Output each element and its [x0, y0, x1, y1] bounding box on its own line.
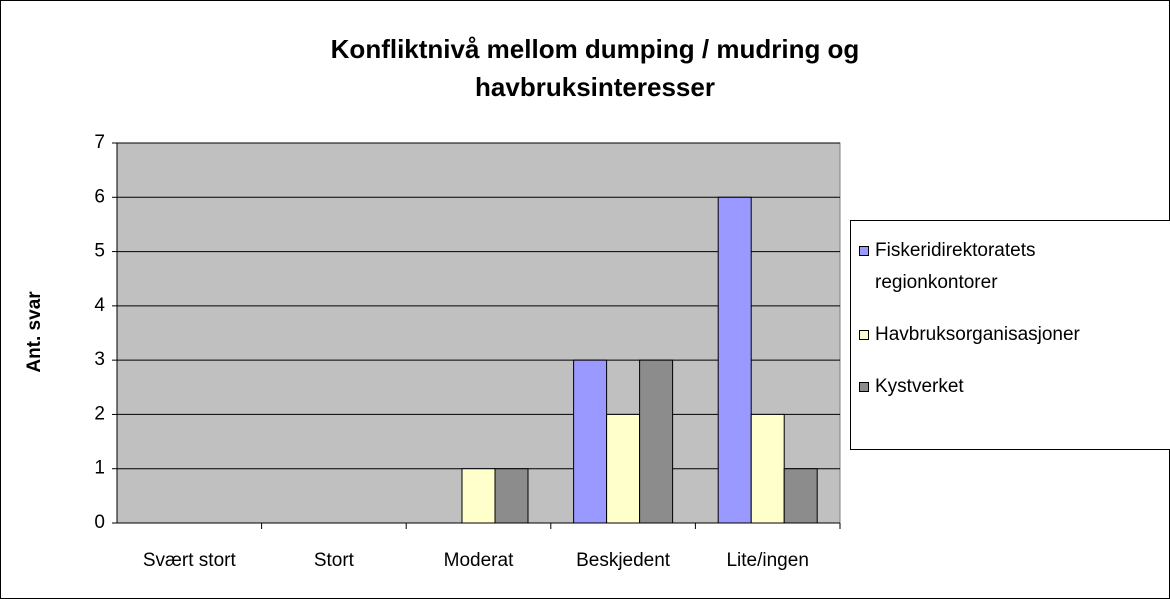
chart-title: Konfliktnivå mellom dumping / mudring og… [330, 34, 860, 102]
y-tick-label: 5 [94, 241, 105, 262]
bar [783, 468, 818, 524]
bar [750, 413, 785, 524]
x-tick-label: Beskjedent [576, 550, 671, 571]
x-tick-label: Svært stort [143, 550, 237, 571]
bar [573, 359, 608, 524]
y-tick-label: 3 [94, 349, 105, 370]
bar [639, 359, 674, 524]
y-axis-label: Ant. svar [24, 291, 45, 373]
legend-swatch [859, 382, 869, 392]
bar [461, 468, 496, 524]
y-tick-label: 2 [94, 403, 105, 424]
y-tick-label: 6 [94, 186, 105, 207]
y-tick-label: 4 [94, 295, 105, 316]
legend-label: Kystverket [875, 376, 964, 397]
x-tick-label: Moderat [444, 550, 514, 571]
legend-label: Havbruksorganisasjoner [875, 324, 1080, 345]
legend-label: Fiskeridirektoratets regionkontorer [875, 240, 1036, 293]
legend-swatch [859, 330, 869, 340]
x-tick-label: Stort [314, 550, 355, 571]
bar [494, 468, 529, 524]
y-tick-label: 0 [94, 512, 105, 533]
x-tick-label: Lite/ingen [726, 550, 808, 571]
bar [606, 413, 641, 524]
legend-swatch [859, 246, 869, 256]
y-tick-label: 1 [94, 458, 105, 479]
bar [717, 196, 752, 524]
y-tick-label: 7 [94, 132, 105, 153]
legend: Fiskeridirektoratets regionkontorer Havbr… [850, 220, 1170, 450]
